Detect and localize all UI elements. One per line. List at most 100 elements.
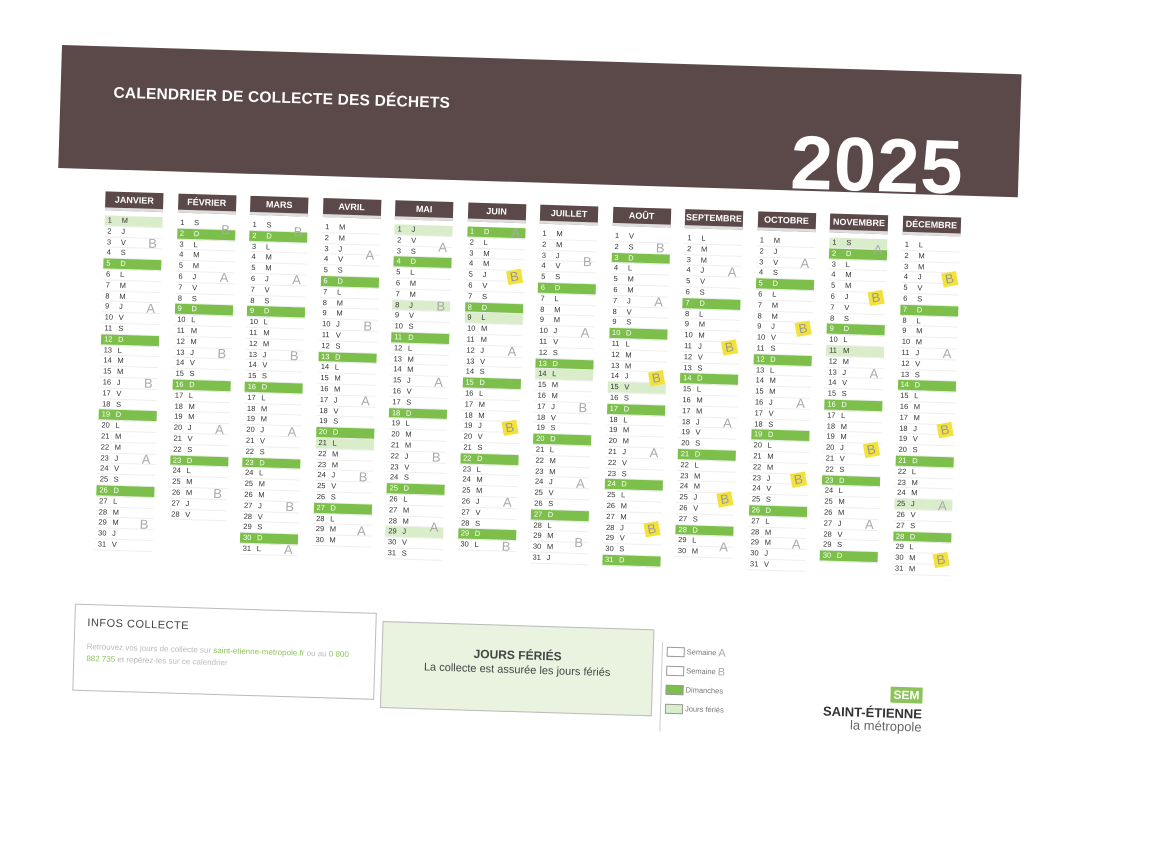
- day-number: 11: [611, 338, 620, 349]
- day-letter: L: [623, 414, 628, 424]
- day-letter: S: [914, 369, 920, 379]
- day-letter: V: [259, 436, 266, 446]
- week-label: A: [141, 451, 151, 467]
- day-number: 15: [537, 379, 547, 390]
- week-label: A: [800, 255, 810, 271]
- day-letter: D: [912, 456, 918, 466]
- day-letter: M: [693, 481, 701, 492]
- day-number: 17: [826, 410, 836, 420]
- month-column: JUIN 1 D 2 L 3 M 4 M 5 J 6 V 7 S 8 D 9 L 10 M 11 M 12 J 13 V 14 S 15 D…: [457, 202, 526, 554]
- week-label: A: [727, 264, 737, 280]
- day-number: 11: [466, 334, 475, 344]
- day-letter: V: [766, 484, 772, 494]
- day-letter: V: [553, 337, 559, 347]
- day-list: 1 S 2 D 3 L 4 M 5 M 6 J 7 V 8 S 9 D 10 L 11 M 12 M 13 J 14 V 15 S 16 D 1…: [168, 217, 236, 522]
- day-list: 1 M 2 M 3 J 4 V 5 S 6 D 7 L 8 M 9 M 10 J 11 V 12 S 13 D 14 L 15 M 16 M 1…: [312, 222, 381, 548]
- day-letter: M: [700, 255, 708, 265]
- day-number: 27: [461, 507, 470, 517]
- day-number: 6: [830, 291, 835, 301]
- day-row: 30 D: [819, 550, 878, 564]
- day-number: 6: [613, 284, 618, 295]
- day-number: 20: [608, 436, 618, 446]
- day-number: 27: [823, 518, 833, 528]
- day-number: 8: [757, 310, 762, 321]
- day-number: 24: [752, 483, 761, 493]
- day-number: 4: [106, 247, 111, 257]
- day-number: 13: [538, 358, 547, 368]
- day-letter: L: [914, 391, 919, 401]
- day-letter: V: [693, 503, 699, 513]
- day-letter: S: [697, 363, 703, 373]
- day-letter: J: [766, 473, 771, 483]
- day-letter: S: [474, 518, 481, 528]
- day-number: 10: [466, 323, 476, 333]
- day-number: 28: [750, 526, 760, 537]
- website-link[interactable]: saint-etienne-metropole.fr: [213, 645, 305, 658]
- day-letter: D: [628, 252, 634, 263]
- day-number: 8: [250, 295, 255, 305]
- day-letter: D: [618, 555, 625, 565]
- day-letter: J: [402, 526, 407, 537]
- day-number: 15: [247, 370, 257, 381]
- day-number: 17: [537, 401, 546, 411]
- day-letter: M: [265, 263, 272, 273]
- day-letter: M: [911, 477, 918, 487]
- day-number: 15: [827, 388, 837, 398]
- day-letter: M: [188, 412, 195, 422]
- day-number: 23: [172, 455, 182, 465]
- day-number: 29: [98, 517, 107, 527]
- month-header: AOÛT: [612, 206, 671, 228]
- day-number: 3: [106, 237, 112, 247]
- day-number: 9: [249, 306, 255, 316]
- day-letter: M: [913, 402, 921, 412]
- day-number: 6: [758, 289, 763, 299]
- day-number: 16: [102, 377, 112, 387]
- infos-text: Retrouvez vos jours de collecte sur sain…: [86, 641, 363, 673]
- day-letter: L: [918, 240, 924, 250]
- day-letter: J: [482, 270, 487, 280]
- day-number: 14: [900, 380, 909, 390]
- day-letter: M: [186, 477, 193, 487]
- day-letter: M: [909, 553, 916, 563]
- day-letter: V: [479, 356, 486, 366]
- week-label: A: [869, 365, 879, 382]
- day-letter: J: [546, 552, 551, 563]
- day-letter: L: [258, 468, 264, 478]
- day-letter: M: [840, 432, 847, 442]
- day-number: 8: [612, 306, 617, 316]
- day-letter: J: [839, 443, 844, 453]
- day-letter: M: [767, 451, 774, 461]
- day-number: 5: [106, 258, 111, 268]
- day-letter: V: [548, 488, 554, 498]
- day-letter: L: [769, 365, 775, 375]
- day-number: 27: [316, 502, 325, 512]
- day-letter: D: [191, 304, 198, 314]
- day-letter: M: [185, 487, 193, 498]
- day-letter: J: [411, 224, 416, 234]
- day-letter: V: [257, 511, 263, 521]
- week-label: A: [511, 225, 521, 241]
- day-number: 31: [387, 548, 397, 558]
- day-number: 29: [315, 524, 325, 534]
- day-letter: J: [477, 421, 482, 431]
- day-letter: L: [474, 539, 479, 550]
- legend-week-a: Semaine A: [662, 642, 748, 664]
- day-number: 2: [904, 250, 909, 260]
- day-number: 21: [245, 435, 255, 445]
- day-number: 17: [681, 405, 691, 416]
- day-letter: L: [186, 466, 191, 476]
- day-number: 21: [173, 433, 183, 443]
- day-number: 29: [895, 542, 905, 552]
- day-letter: V: [192, 282, 198, 293]
- day-letter: D: [113, 485, 119, 495]
- day-number: 13: [176, 347, 185, 357]
- day-number: 28: [388, 515, 398, 525]
- month-header: NOVEMBRE: [829, 213, 889, 235]
- day-letter: L: [407, 343, 413, 353]
- week-label: A: [438, 239, 448, 255]
- infos-collecte-box: INFOS COLLECTE Retrouvez vos jours de co…: [72, 603, 377, 700]
- day-letter: M: [262, 339, 270, 349]
- week-label: A: [502, 495, 512, 511]
- swatch-green: [665, 684, 684, 695]
- day-letter: J: [114, 453, 119, 463]
